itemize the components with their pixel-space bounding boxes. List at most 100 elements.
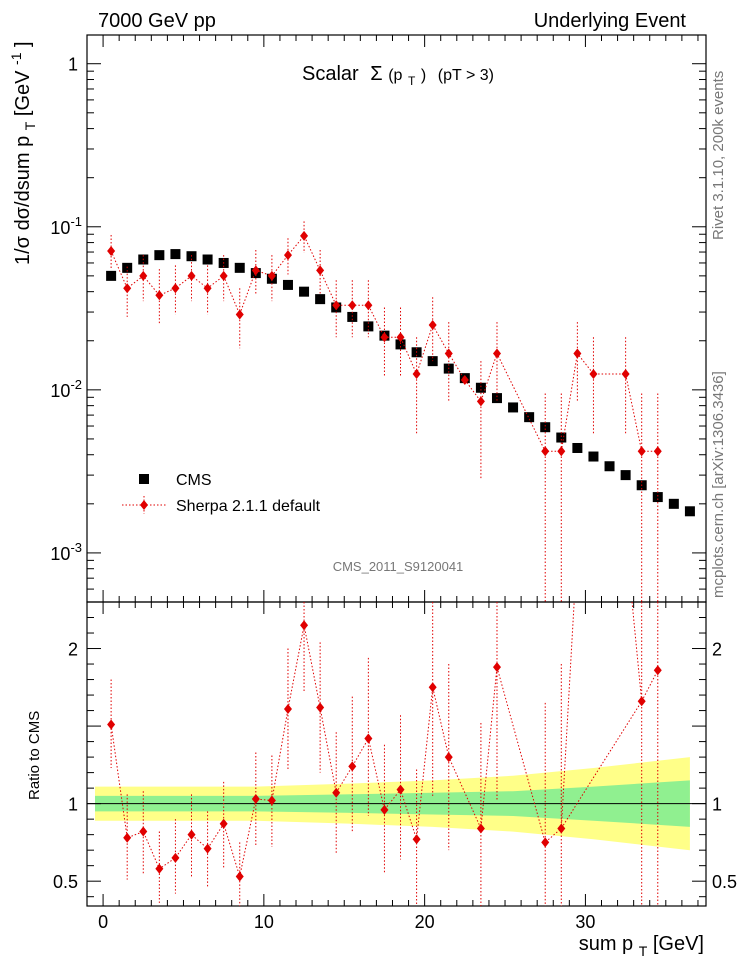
sherpa-point [348,300,357,311]
cms-point [154,250,165,261]
sherpa-point [364,300,373,311]
y-tick-label-main: 10-2 [50,377,82,401]
y-axis-label-ratio: Ratio to CMS [26,711,43,800]
ratio-point [123,832,132,843]
y-tick-label-ratio: 1 [68,795,78,815]
y-tick-exponent: -1 [70,214,82,229]
sherpa-point [653,446,662,457]
sherpa-point [396,332,405,343]
y-label-text: 1/σ dσ/dsum p [12,136,34,265]
cms-point [556,432,567,443]
x-tick-label: 0 [98,912,108,932]
x-tick-label: 30 [575,912,595,932]
y-tick-label-ratio-right: 0.5 [712,872,737,892]
ratio-point [396,784,405,795]
ratio-line [110,625,659,877]
ratio-point [428,682,437,693]
sherpa-point [444,348,453,359]
x-label-sub: T [639,943,648,959]
rivet-label: Rivet 3.1.10, 200k events [710,71,727,240]
ratio-panel-frame [86,601,707,907]
ratio-point [107,719,116,730]
header-right: Underlying Event [534,10,687,32]
sherpa-point [300,230,309,241]
y-tick-label-main: 10-3 [50,540,82,564]
cms-point [475,382,486,393]
y-label-close: ] [12,41,34,47]
sherpa-point [235,309,244,320]
ratio-point [155,863,164,874]
sherpa-point [155,290,164,301]
legend-sherpa-marker [140,500,148,510]
ratio-point [300,620,309,631]
cms-point [652,492,663,503]
cms-point [170,249,181,260]
y-tick-mantissa: 10 [50,218,70,238]
ratio-point [412,834,421,845]
y-label-unit: [GeV [12,70,34,116]
ratio-point [476,823,485,834]
sherpa-series [107,221,662,602]
cms-point [234,262,245,273]
cms-point [299,286,310,297]
y-tick-exponent: -3 [70,540,82,555]
sherpa-point [332,300,341,311]
cms-point [588,451,599,462]
y-tick-label-main: 1 [68,55,78,75]
ratio-point [557,823,566,834]
ratio-point [283,704,292,715]
ratio-point [541,837,550,848]
cms-point [202,254,213,265]
plot-title: Scalar Σ (p T ) (pT > 3) [302,63,494,90]
sherpa-point [492,348,501,359]
plot-title-cut: (pT > 3) [438,67,494,84]
sherpa-point [589,369,598,380]
y-label-exp: -1 [8,52,24,65]
sherpa-point [621,369,630,380]
y-tick-label-ratio-right: 2 [712,640,722,660]
sherpa-point [316,265,325,276]
ratio-point [235,871,244,882]
sherpa-point [107,246,116,257]
ratio-point [637,696,646,707]
sherpa-point [267,270,276,281]
cms-point [347,311,358,322]
ratio-point [444,752,453,763]
ratio-point [203,843,212,854]
ratio-point [492,662,501,673]
sherpa-point [573,348,582,359]
sherpa-point [123,283,132,294]
legend-cms-marker [139,474,149,484]
sherpa-point [476,396,485,407]
cms-point [508,402,519,413]
sherpa-point [380,332,389,343]
y-tick-label-ratio-right: 1 [712,795,722,815]
ratio-point [332,787,341,798]
sherpa-point [428,319,437,330]
y-axis-label-main: 1/σ dσ/dsum p T [GeV -1 ] [4,41,40,265]
cms-point [668,498,679,509]
cms-point [491,393,502,404]
legend-cms-label: CMS [176,472,212,489]
sherpa-point [637,446,646,457]
x-tick-label: 10 [254,912,274,932]
ratio-point [348,761,357,772]
sherpa-point [557,446,566,457]
ratio-point [139,826,148,837]
cms-point [282,279,293,290]
plot-title-pt: (p [388,67,402,84]
ratio-point [316,702,325,713]
cms-point [604,461,615,472]
legend-sherpa-label: Sherpa 2.1.1 default [176,498,321,515]
sherpa-point [283,250,292,261]
sherpa-point [171,283,180,294]
cms-point [395,339,406,350]
ratio-series [107,601,662,906]
cms-point [524,412,535,423]
ratio-point [364,733,373,744]
plot-title-close: ) [421,67,426,84]
x-label-text: sum p [579,933,633,955]
y-tick-label-ratio: 0.5 [53,872,78,892]
